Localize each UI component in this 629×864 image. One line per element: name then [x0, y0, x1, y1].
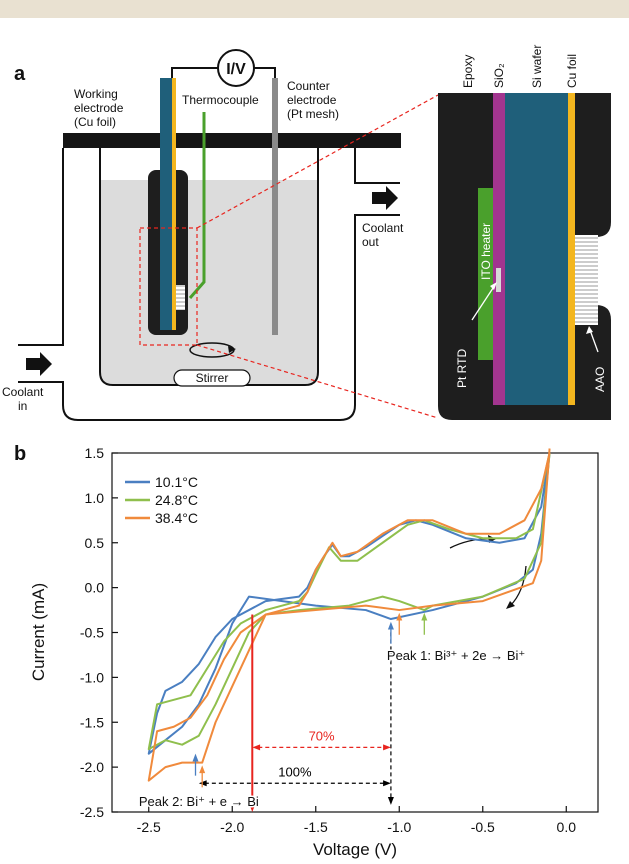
- y-axis-label: Current (mA): [29, 583, 48, 681]
- plot-area: -2.5 -2.0 -1.5 -1.0 -0.5 0.0 0.5 1.0 1.5 -2.5 -2.0…: [80, 445, 576, 835]
- span-label: 70%: [309, 728, 335, 743]
- layer-label: Epoxy: [461, 55, 475, 88]
- annotation: Peak 2: Bi⁺ + e → Bi: [139, 794, 259, 809]
- x-axis-label: Voltage (V): [313, 840, 397, 859]
- panel-label: a: [14, 63, 26, 85]
- coolant-in-arrow: [26, 352, 52, 376]
- legend-label: 24.8°C: [155, 492, 198, 508]
- thermocouple-label: Thermocouple: [182, 93, 259, 107]
- layer-label: SiO₂: [492, 63, 506, 88]
- working-electrode-label: (Cu foil): [74, 115, 116, 129]
- lid: [63, 133, 401, 148]
- stirrer-bar: [173, 369, 251, 387]
- coolant-out-arrow: [372, 186, 398, 210]
- series-line: [147, 448, 551, 782]
- x-tick-label: -2.5: [137, 819, 161, 835]
- zoom-box: [139, 227, 198, 346]
- peak-marker-head: [396, 612, 403, 621]
- y-tick-label: 1.0: [85, 490, 105, 506]
- annotation: Peak 1: Bi³⁺ + 2e → Bi⁺: [387, 648, 525, 663]
- leader-line: [589, 329, 599, 353]
- y-tick-label: -2.0: [80, 759, 104, 775]
- meter-label: I/V: [226, 61, 246, 78]
- cu-foil: [172, 78, 176, 330]
- drop-arrowhead: [387, 797, 394, 805]
- meter: [217, 49, 255, 87]
- series-line: [147, 452, 551, 755]
- y-tick-label: 0.5: [85, 535, 105, 551]
- membrane-label: AAO: [593, 367, 607, 392]
- coolant-in-label: Coolant: [2, 385, 44, 399]
- aao: [575, 235, 598, 325]
- cu-foil-layer: [568, 93, 575, 405]
- electrolyte: [100, 180, 318, 385]
- coolant-out-label: Coolant: [362, 221, 404, 235]
- zoom-line: [196, 94, 439, 229]
- span-arrowhead: [383, 780, 391, 787]
- counter-electrode-label: (Pt mesh): [287, 107, 339, 121]
- aao-membrane: [176, 285, 185, 310]
- sweep-arrowhead: [506, 601, 515, 609]
- peak-marker-head: [387, 621, 394, 630]
- x-tick-label: -1.0: [387, 819, 411, 835]
- x-tick-label: -0.5: [471, 819, 495, 835]
- ito-heater: [478, 188, 493, 360]
- y-tick-label: -0.5: [80, 625, 104, 641]
- working-electrode-label: Working: [74, 87, 118, 101]
- panel-label: b: [14, 443, 26, 465]
- coolant-in-label: in: [18, 399, 27, 413]
- span-label: 100%: [278, 764, 312, 779]
- counter-electrode-label: Counter: [287, 79, 330, 93]
- sensor-label: Pt RTD: [455, 349, 469, 388]
- y-tick-label: 1.5: [85, 445, 105, 461]
- sio2-layer: [493, 93, 505, 405]
- top-band: [0, 0, 629, 18]
- counter-electrode: [272, 78, 278, 335]
- thermocouple: [188, 112, 206, 299]
- leader-line: [471, 284, 496, 321]
- x-tick-label: -1.5: [304, 819, 328, 835]
- stir-arrowhead: [228, 346, 236, 353]
- y-tick-label: -1.5: [80, 714, 104, 730]
- cooling-jacket: [18, 148, 400, 421]
- x-tick-label: -2.0: [220, 819, 244, 835]
- legend-label: 10.1°C: [155, 474, 198, 490]
- peak-marker-head: [192, 753, 199, 762]
- x-tick-label: 0.0: [557, 819, 577, 835]
- heater-label: ITO heater: [479, 223, 493, 280]
- span-arrowhead: [383, 744, 391, 751]
- drop-arrowhead: [249, 804, 256, 812]
- y-tick-label: -2.5: [80, 804, 104, 820]
- pt-rtd: [496, 268, 501, 292]
- working-electrode: [160, 78, 172, 330]
- leader-arrowhead: [490, 282, 497, 290]
- peak-marker-head: [421, 612, 428, 621]
- peak-marker-head: [199, 765, 206, 774]
- y-tick-label: -1.0: [80, 669, 104, 685]
- series-line: [147, 452, 551, 751]
- layer-label: Cu foil: [565, 54, 579, 88]
- si-wafer: [505, 93, 568, 405]
- y-tick-label: 0.0: [85, 580, 105, 596]
- working-electrode-label: electrode: [74, 101, 124, 115]
- leader-arrowhead: [586, 326, 593, 334]
- stirrer-label: Stirrer: [196, 371, 229, 385]
- span-arrowhead: [252, 744, 261, 751]
- legend-label: 38.4°C: [155, 510, 198, 526]
- coolant-out-label: out: [362, 235, 379, 249]
- counter-electrode-label: electrode: [287, 93, 337, 107]
- layer-label: Si wafer: [530, 45, 544, 88]
